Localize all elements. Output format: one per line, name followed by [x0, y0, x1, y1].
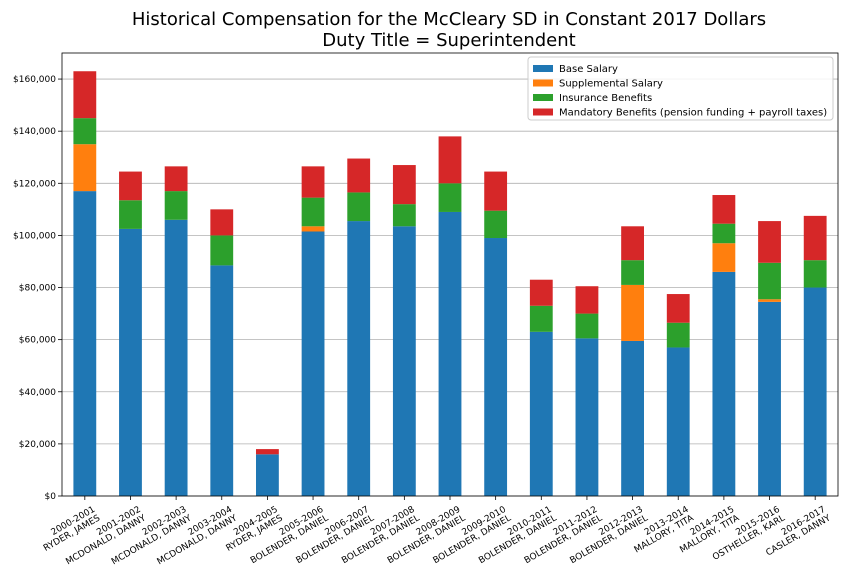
bar-insurance [210, 235, 234, 266]
legend-swatch [533, 79, 553, 87]
bars [73, 71, 827, 497]
bar-supplemental [712, 243, 736, 272]
bar-base [164, 219, 188, 496]
y-tick-label: $80,000 [19, 284, 56, 294]
bar-base [210, 265, 234, 496]
bar-mandatory [164, 166, 188, 192]
bar-base [712, 271, 736, 496]
bar-insurance [529, 305, 553, 332]
bar-mandatory [73, 71, 97, 119]
bar-mandatory [758, 221, 781, 263]
bar-insurance [484, 210, 508, 239]
bar-base [484, 238, 508, 497]
bar-insurance [392, 204, 416, 227]
bar-insurance [164, 191, 188, 220]
legend-label: Supplemental Salary [559, 79, 663, 90]
bar-mandatory [803, 215, 827, 261]
bar-insurance [803, 260, 827, 288]
bar-base [347, 221, 371, 496]
bar-base [666, 347, 690, 496]
bar-mandatory [438, 136, 462, 184]
bar-insurance [621, 260, 644, 285]
bar-supplemental [73, 144, 97, 192]
bar-base [438, 211, 462, 497]
y-tick-label: $60,000 [19, 336, 56, 346]
legend-label: Insurance Benefits [559, 93, 652, 104]
bar-base [392, 226, 416, 496]
bar-mandatory [210, 209, 234, 236]
bar-mandatory [256, 449, 279, 455]
bar-base [758, 301, 781, 496]
bar-supplemental [301, 226, 325, 232]
bar-insurance [758, 262, 781, 300]
bar-supplemental [758, 299, 781, 302]
bar-mandatory [666, 294, 690, 323]
bar-insurance [119, 200, 142, 229]
plot-frame [61, 52, 839, 497]
bar-base [529, 331, 553, 496]
bar-insurance [347, 192, 371, 222]
legend-label: Base Salary [559, 64, 618, 75]
legend-box [527, 56, 834, 121]
chart-title-line2: Duty Title = Superintendent [322, 30, 575, 51]
legend: Base Salary Supplemental Salary Insurance … [527, 56, 834, 121]
bar-base [301, 231, 325, 497]
bar-base [256, 454, 279, 496]
legend-swatch [533, 94, 553, 101]
y-tick-label: $40,000 [19, 388, 56, 398]
bar-insurance [575, 313, 599, 339]
bar-mandatory [712, 195, 736, 224]
bar-base [73, 191, 97, 497]
legend-swatch [533, 108, 553, 116]
y-tick-label: $140,000 [13, 127, 56, 137]
bar-mandatory [347, 158, 371, 193]
bar-mandatory [392, 165, 416, 205]
y-tick-label: $20,000 [19, 440, 56, 450]
legend-label: Mandatory Benefits (pension funding + pa… [559, 108, 827, 119]
bar-mandatory [621, 226, 644, 261]
bar-base [119, 228, 142, 496]
bar-base [575, 338, 599, 496]
bar-insurance [438, 183, 462, 212]
bar-base [621, 340, 644, 496]
y-tick-label: $100,000 [13, 231, 56, 241]
y-tick-label: $160,000 [13, 75, 56, 85]
bar-base [803, 287, 827, 496]
bar-mandatory [484, 171, 508, 211]
bar-insurance [712, 223, 736, 244]
y-tick-label: $120,000 [13, 179, 56, 189]
bar-insurance [301, 197, 325, 227]
legend-swatch [533, 65, 553, 72]
bar-mandatory [575, 286, 599, 314]
bar-mandatory [301, 166, 325, 198]
chart-title-line1: Historical Compensation for the McCleary… [132, 9, 766, 30]
y-tick-label: $0 [45, 492, 57, 502]
bar-insurance [666, 322, 690, 348]
bar-supplemental [621, 284, 644, 341]
bar-mandatory [529, 279, 553, 306]
bar-mandatory [119, 171, 142, 201]
bar-insurance [73, 118, 97, 145]
